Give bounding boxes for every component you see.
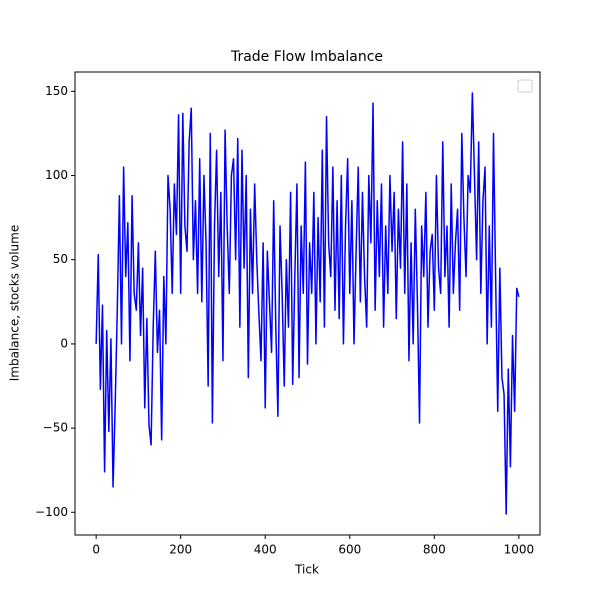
- y-tick-label: 50: [53, 252, 68, 266]
- y-tick-label: 100: [45, 168, 68, 182]
- x-tick-label: 800: [423, 543, 446, 557]
- x-axis-label: Tick: [294, 563, 319, 577]
- x-tick-label: 200: [169, 543, 192, 557]
- y-axis-label: Imbalance, stocks volume: [8, 225, 22, 381]
- x-tick-label: 400: [254, 543, 277, 557]
- x-tick-label: 600: [338, 543, 361, 557]
- y-tick-label: −50: [43, 421, 68, 435]
- y-tick-label: 150: [45, 84, 68, 98]
- plot-frame: [74, 71, 541, 536]
- y-tick-label: −100: [35, 505, 68, 519]
- y-tick-label: 0: [60, 336, 68, 350]
- chart-title: Trade Flow Imbalance: [230, 49, 383, 65]
- data-line: [95, 92, 520, 515]
- legend: [517, 79, 533, 93]
- x-tick-label: 1000: [504, 543, 535, 557]
- x-tick-label: 0: [92, 543, 100, 557]
